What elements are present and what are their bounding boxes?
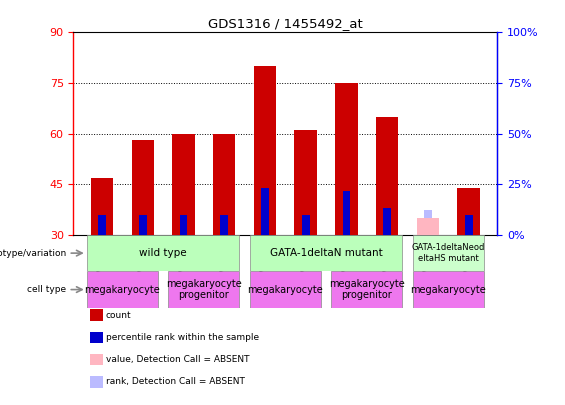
Bar [132, 141, 154, 235]
Bar [213, 134, 236, 235]
Bar [172, 134, 195, 235]
Text: megakaryocyte: megakaryocyte [85, 285, 160, 294]
Bar [376, 117, 398, 235]
Bar [335, 83, 358, 235]
Text: GATA-1deltaNeod
eltaHS mutant: GATA-1deltaNeod eltaHS mutant [412, 243, 485, 263]
Bar [98, 215, 106, 235]
Text: percentile rank within the sample: percentile rank within the sample [106, 333, 259, 342]
Bar [250, 235, 402, 271]
Text: wild type: wild type [140, 248, 187, 258]
Bar [220, 215, 228, 235]
Bar [250, 271, 321, 308]
Bar [302, 215, 310, 235]
Text: rank, Detection Call = ABSENT: rank, Detection Call = ABSENT [106, 377, 245, 386]
Bar [86, 271, 158, 308]
Text: genotype/variation: genotype/variation [0, 249, 66, 258]
Bar [254, 66, 276, 235]
Title: GDS1316 / 1455492_at: GDS1316 / 1455492_at [208, 17, 363, 30]
Bar [458, 188, 480, 235]
Bar [261, 188, 269, 235]
Text: cell type: cell type [27, 285, 66, 294]
Text: megakaryocyte: megakaryocyte [247, 285, 323, 294]
Bar [424, 210, 432, 218]
Text: count: count [106, 311, 131, 320]
Text: megakaryocyte
progenitor: megakaryocyte progenitor [329, 279, 405, 301]
Bar [412, 235, 484, 271]
Bar [139, 215, 147, 235]
Bar [412, 271, 484, 308]
Text: megakaryocyte
progenitor: megakaryocyte progenitor [166, 279, 242, 301]
Bar [294, 130, 317, 235]
Text: value, Detection Call = ABSENT: value, Detection Call = ABSENT [106, 355, 249, 364]
Bar [383, 208, 391, 235]
Bar [86, 235, 240, 271]
Bar [342, 191, 350, 235]
Bar [168, 271, 240, 308]
Bar [417, 218, 439, 235]
Bar [91, 177, 113, 235]
Text: megakaryocyte: megakaryocyte [410, 285, 486, 294]
Bar [180, 215, 188, 235]
Bar [331, 271, 402, 308]
Bar [465, 215, 472, 235]
Text: GATA-1deltaN mutant: GATA-1deltaN mutant [270, 248, 383, 258]
